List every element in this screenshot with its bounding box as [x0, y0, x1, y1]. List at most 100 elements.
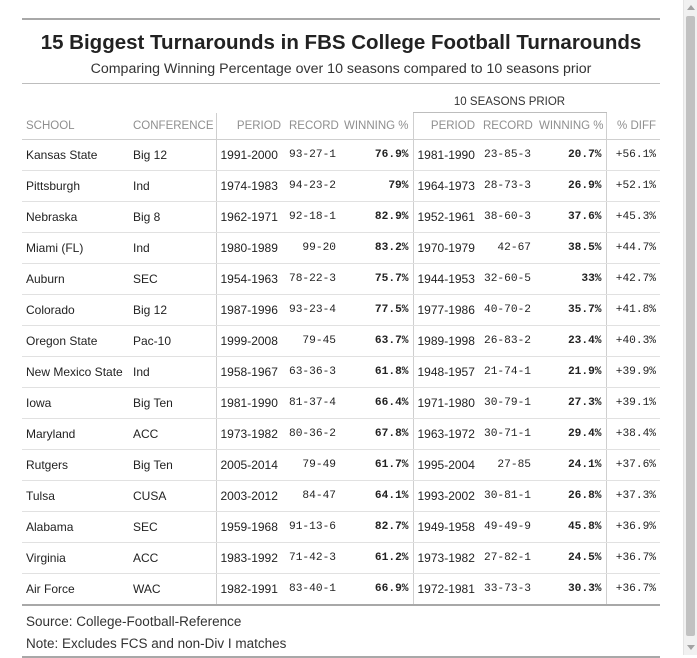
cell-winning-pct: 61.2% — [340, 542, 413, 574]
table-subtitle: Comparing Winning Percentage over 10 sea… — [90, 61, 592, 77]
cell-record: 81-37-4 — [285, 387, 340, 419]
table-row: Maryland ACC 1973-1982 80-36-2 67.8% 1963-197… — [22, 418, 661, 450]
cell-prior-winning-pct: 38.5% — [535, 232, 607, 264]
cell-school: Colorado — [22, 294, 129, 326]
table-row: Auburn SEC 1954-1963 78-22-3 75.7% 1944-1953 3… — [22, 263, 661, 295]
vertical-scrollbar[interactable] — [683, 0, 697, 655]
cell-period: 2005-2014 — [215, 449, 285, 481]
cell-prior-winning-pct: 45.8% — [535, 511, 607, 543]
cell-prior-record: 26-83-2 — [479, 325, 535, 357]
cell-record: 99-20 — [285, 232, 340, 264]
cell-prior-record: 21-74-1 — [479, 356, 535, 388]
scroll-down-arrow-icon[interactable] — [687, 645, 695, 650]
table-row: Oregon State Pac-10 1999-2008 79-45 63.7% 198… — [22, 325, 661, 357]
cell-record: 94-23-2 — [285, 170, 340, 202]
cell-pct-diff: +38.4% — [605, 418, 661, 450]
cell-school: Nebraska — [22, 201, 129, 233]
cell-prior-record: 27-85 — [479, 449, 535, 481]
scroll-up-arrow-icon[interactable] — [687, 5, 695, 10]
cell-record: 84-47 — [285, 480, 340, 512]
col-header-pct-diff: % DIFF — [605, 112, 661, 140]
cell-prior-period: 1971-1980 — [412, 387, 479, 419]
cell-school: Air Force — [22, 573, 129, 606]
cell-prior-winning-pct: 21.9% — [535, 356, 607, 388]
cell-winning-pct: 63.7% — [340, 325, 413, 357]
cell-prior-period: 1970-1979 — [412, 232, 479, 264]
col-header-winning-pct: WINNING % — [340, 112, 413, 140]
cell-school: Auburn — [22, 263, 129, 295]
cell-prior-record: 28-73-3 — [479, 170, 535, 202]
col-header-period: PERIOD — [215, 112, 285, 140]
cell-prior-period: 1993-2002 — [412, 480, 479, 512]
cell-period: 1980-1989 — [215, 232, 285, 264]
table-row: Iowa Big Ten 1981-1990 81-37-4 66.4% 1971-198… — [22, 387, 661, 419]
cell-record: 78-22-3 — [285, 263, 340, 295]
cell-pct-diff: +37.6% — [605, 449, 661, 481]
cell-period: 1962-1971 — [215, 201, 285, 233]
cell-pct-diff: +44.7% — [605, 232, 661, 264]
title-rule — [22, 83, 660, 84]
top-rule — [22, 18, 660, 20]
cell-conference: SEC — [129, 263, 216, 295]
cell-prior-winning-pct: 37.6% — [535, 201, 607, 233]
cell-prior-period: 1972-1981 — [412, 573, 479, 606]
cell-pct-diff: +52.1% — [605, 170, 661, 202]
cell-prior-period: 1995-2004 — [412, 449, 479, 481]
cell-period: 1981-1990 — [215, 387, 285, 419]
cell-pct-diff: +39.9% — [605, 356, 661, 388]
cell-prior-record: 49-49-9 — [479, 511, 535, 543]
table-row: Alabama SEC 1959-1968 91-13-6 82.7% 1949-1958… — [22, 511, 661, 543]
table-title: 15 Biggest Turnarounds in FBS College Fo… — [40, 31, 642, 54]
table-row: New Mexico State Ind 1958-1967 63-36-3 61.8%… — [22, 356, 661, 388]
cell-prior-record: 40-70-2 — [479, 294, 535, 326]
cell-period: 1991-2000 — [215, 139, 285, 171]
cell-prior-winning-pct: 35.7% — [535, 294, 607, 326]
cell-pct-diff: +41.8% — [605, 294, 661, 326]
table-row: Rutgers Big Ten 2005-2014 79-49 61.7% 1995-20… — [22, 449, 661, 481]
cell-school: Virginia — [22, 542, 129, 574]
cell-record: 80-36-2 — [285, 418, 340, 450]
cell-prior-winning-pct: 26.9% — [535, 170, 607, 202]
cell-school: Tulsa — [22, 480, 129, 512]
cell-school: Kansas State — [22, 139, 129, 171]
cell-record: 63-36-3 — [285, 356, 340, 388]
cell-prior-record: 33-73-3 — [479, 573, 535, 606]
table-row: Virginia ACC 1983-1992 71-42-3 61.2% 1973-198… — [22, 542, 661, 574]
cell-prior-period: 1963-1972 — [412, 418, 479, 450]
cell-prior-record: 23-85-3 — [479, 139, 535, 171]
cell-conference: Pac-10 — [129, 325, 216, 357]
col-header-prior-period: PERIOD — [412, 112, 479, 140]
scrollbar-thumb[interactable] — [686, 16, 695, 636]
turnarounds-table: 10 SEASONS PRIOR SCHOOL CONFERENCE PERIO… — [22, 84, 661, 654]
cell-pct-diff: +36.7% — [605, 573, 661, 606]
cell-pct-diff: +40.3% — [605, 325, 661, 357]
cell-winning-pct: 77.5% — [340, 294, 413, 326]
cell-prior-winning-pct: 33% — [535, 263, 607, 295]
cell-conference: Big 8 — [129, 201, 216, 233]
cell-winning-pct: 76.9% — [340, 139, 413, 171]
cell-record: 93-27-1 — [285, 139, 340, 171]
cell-winning-pct: 64.1% — [340, 480, 413, 512]
cell-pct-diff: +36.7% — [605, 542, 661, 574]
table-row: Pittsburgh Ind 1974-1983 94-23-2 79% 1964-197… — [22, 170, 661, 202]
cell-period: 1982-1991 — [215, 573, 285, 606]
cell-period: 1954-1963 — [215, 263, 285, 295]
cell-period: 2003-2012 — [215, 480, 285, 512]
table-row: Nebraska Big 8 1962-1971 92-18-1 82.9% 1952-1… — [22, 201, 661, 233]
cell-school: Rutgers — [22, 449, 129, 481]
cell-pct-diff: +37.3% — [605, 480, 661, 512]
cell-winning-pct: 67.8% — [340, 418, 413, 450]
cell-conference: Big Ten — [129, 449, 216, 481]
cell-winning-pct: 82.9% — [340, 201, 413, 233]
cell-winning-pct: 75.7% — [340, 263, 413, 295]
cell-conference: ACC — [129, 418, 216, 450]
prior-seasons-spanner: 10 SEASONS PRIOR — [413, 84, 607, 113]
cell-pct-diff: +39.1% — [605, 387, 661, 419]
cell-prior-winning-pct: 24.5% — [535, 542, 607, 574]
col-header-school: SCHOOL — [22, 112, 129, 140]
column-header-row: SCHOOL CONFERENCE PERIOD RECORD WINNING … — [22, 112, 661, 140]
cell-record: 71-42-3 — [285, 542, 340, 574]
cell-prior-winning-pct: 30.3% — [535, 573, 607, 606]
col-header-prior-winning-pct: WINNING % — [535, 112, 607, 140]
cell-record: 79-49 — [285, 449, 340, 481]
